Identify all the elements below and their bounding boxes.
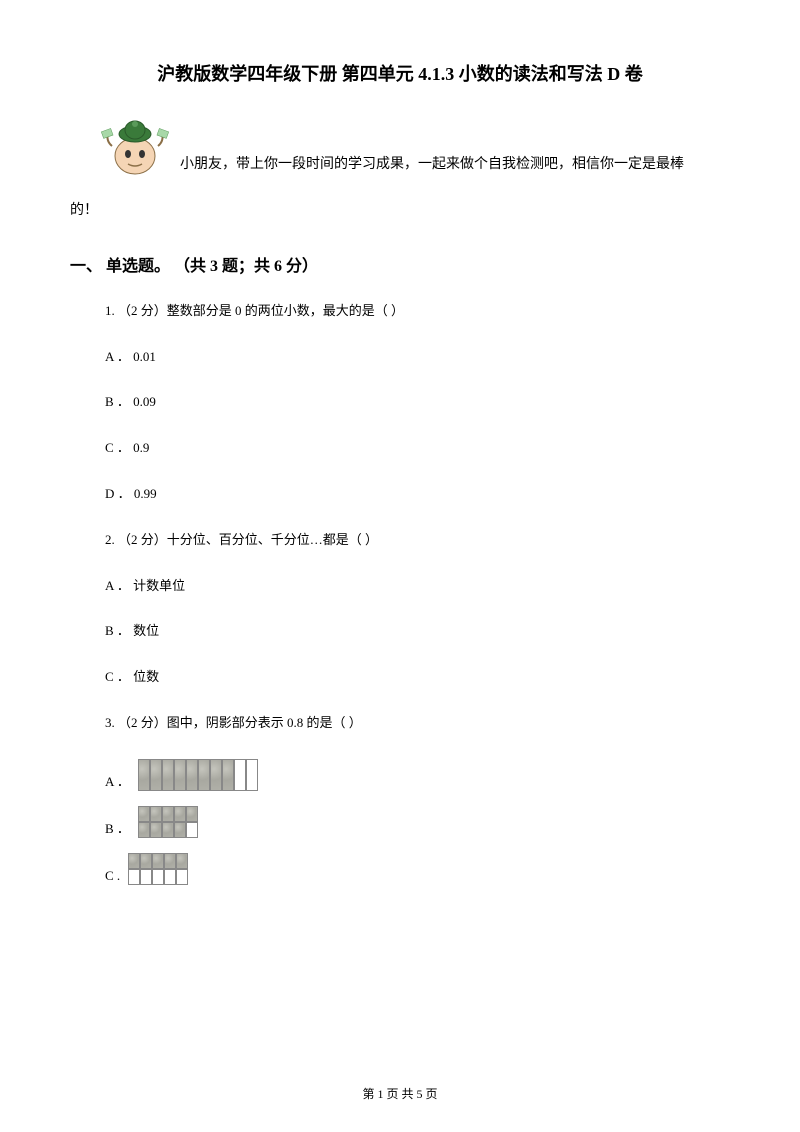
page-title: 沪教版数学四年级下册 第四单元 4.1.3 小数的读法和写法 D 卷: [70, 60, 730, 86]
section-1-header: 一、 单选题。 （共 3 题；共 6 分）: [70, 252, 730, 276]
q3-c-label: C .: [105, 869, 120, 885]
q3-option-c: C .: [105, 853, 730, 885]
question-1: 1. （2 分）整数部分是 0 的两位小数，最大的是（ ）: [105, 301, 730, 322]
q2-option-c: C ． 位数: [105, 667, 730, 688]
q3-option-a: A ．: [105, 759, 730, 791]
q1-option-b: B ． 0.09: [105, 392, 730, 413]
q1-option-c: C ． 0.9: [105, 438, 730, 459]
mascot-icon: [100, 116, 170, 186]
q3-b-label: B ．: [105, 822, 130, 838]
q2-option-a: A ． 计数单位: [105, 576, 730, 597]
intro-text-2: 的！: [70, 196, 730, 227]
page-footer: 第 1 页 共 5 页: [0, 1085, 800, 1102]
q3-a-label: A ．: [105, 775, 130, 791]
q1-option-a: A ． 0.01: [105, 347, 730, 368]
intro-text-1: 小朋友，带上你一段时间的学习成果，一起来做个自我检测吧，相信你一定是最棒: [180, 150, 730, 186]
q1-option-d: D ． 0.99: [105, 484, 730, 505]
grid-diagram-b: [138, 806, 198, 838]
intro-section: 小朋友，带上你一段时间的学习成果，一起来做个自我检测吧，相信你一定是最棒: [70, 116, 730, 186]
q3-option-b: B ．: [105, 806, 730, 838]
grid-diagram-a: [138, 759, 258, 791]
question-2: 2. （2 分）十分位、百分位、千分位…都是（ ）: [105, 530, 730, 551]
grid-diagram-c: [128, 853, 188, 885]
question-3: 3. （2 分）图中，阴影部分表示 0.8 的是（ ）: [105, 713, 730, 734]
q2-option-b: B ． 数位: [105, 621, 730, 642]
